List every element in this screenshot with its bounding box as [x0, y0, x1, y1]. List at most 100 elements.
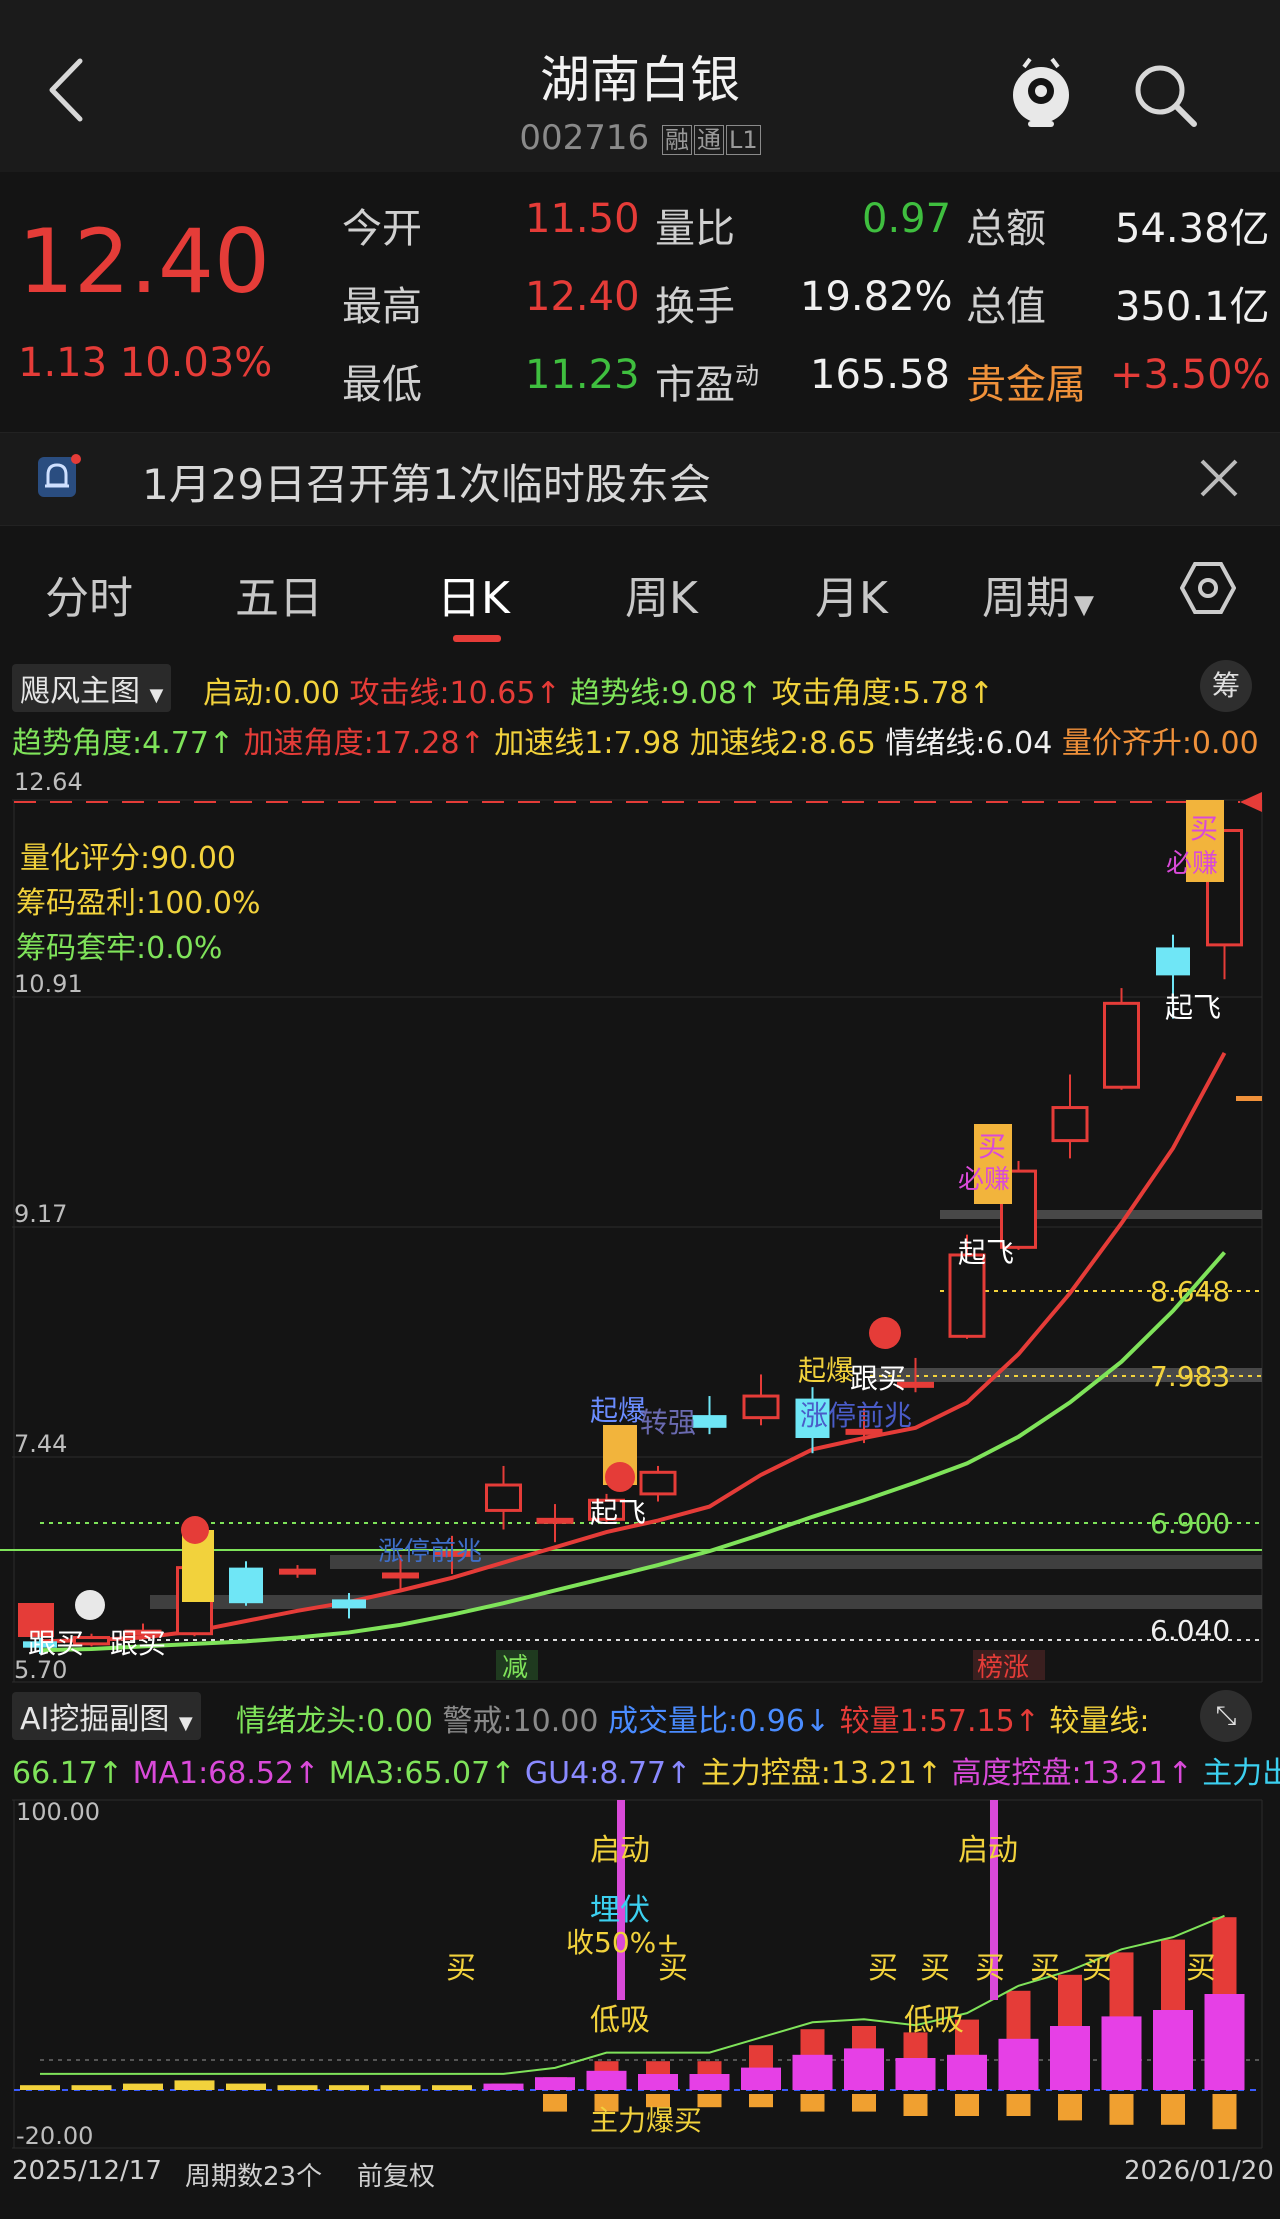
sector-label[interactable]: 贵金属: [966, 362, 1086, 408]
indicator-value: 量价齐升:0.00: [1061, 726, 1259, 761]
candle: [948, 1234, 986, 1339]
tab-weekly-k[interactable]: 周K: [625, 573, 698, 624]
negative-bar: [1058, 2094, 1082, 2121]
search-icon[interactable]: [1130, 60, 1200, 130]
candle-body: [124, 1629, 162, 1636]
candle: [897, 1357, 934, 1393]
negative-bar: [1212, 2094, 1237, 2130]
stock-name: 湖南白银: [540, 51, 740, 109]
resistance-band: [940, 1210, 1262, 1219]
must-win-text: 必赚: [1166, 849, 1218, 879]
kline-chart[interactable]: 12.64 10.91 9.17 7.44 5.70 量化评分:90.00 筹码…: [0, 760, 1280, 1690]
mktcap-label: 总值: [966, 284, 1046, 330]
candle-body: [1000, 1169, 1037, 1249]
open-value: 11.50: [525, 196, 640, 242]
negative-bar: [800, 2094, 825, 2112]
tab-daily-k[interactable]: 日K: [437, 573, 510, 624]
chart-grid: [12, 799, 1263, 1683]
indicator-value: 较量1:57.15↑: [839, 1704, 1040, 1739]
caret-down-icon: ▼: [1074, 590, 1094, 620]
connect-tag: 通: [693, 124, 724, 155]
signal-annotations: 买 必赚 起飞 买 必赚 起飞 跟买 起爆 涨停前兆 起爆 转强 起飞 涨停前兆…: [18, 800, 1224, 1683]
tab-monthly-k[interactable]: 月K: [815, 573, 888, 624]
y-tick: -20.00: [16, 2122, 93, 2150]
control-bar: [483, 2083, 524, 2090]
amount-label: 总额: [966, 206, 1046, 252]
control-bar: [638, 2074, 678, 2090]
high-label: 最高: [342, 284, 422, 330]
low-label: 最低: [342, 362, 422, 408]
control-bar: [123, 2083, 163, 2090]
sub-indicator-chart[interactable]: 100.00 -20.00 启动 启动 埋伏 收50%+ 低吸 低吸 主力爆买 …: [0, 1790, 1280, 2160]
control-bar: [998, 2038, 1039, 2090]
caret-down-icon: ▼: [149, 685, 164, 706]
indicator-value: 加速线1:7.98: [494, 726, 681, 761]
tab-five-day[interactable]: 五日: [235, 573, 323, 624]
ambush-label: 埋伏: [590, 1893, 650, 1928]
candle: [1156, 934, 1190, 1019]
candle: [485, 1465, 522, 1530]
gain-label: 收50%+: [566, 1926, 680, 1959]
chip-distribution-button[interactable]: 筹: [1200, 660, 1252, 712]
indicator-value: 成交量比:0.96↓: [608, 1704, 831, 1739]
vol-ratio-value: 0.97: [862, 196, 952, 242]
footer-adjust-mode[interactable]: 前复权: [357, 2162, 436, 2192]
notice-bar[interactable]: 1月29日召开第1次临时股东会: [0, 432, 1280, 526]
limit-up-badge: [605, 1462, 635, 1492]
indicator-value: GU4:8.77↑: [524, 1756, 692, 1791]
indicator-value: 攻击角度:5.78↑: [771, 676, 994, 711]
candle-body: [229, 1567, 263, 1604]
back-arrow-icon[interactable]: [44, 55, 88, 125]
ranking-tag: 榜涨: [977, 1653, 1029, 1683]
quant-score: 量化评分:90.00: [20, 841, 236, 876]
footer-end-date: 2026/01/20: [1124, 2156, 1274, 2186]
attack-line: [39, 1051, 1227, 1644]
expand-icon[interactable]: ⤡: [1200, 1690, 1252, 1742]
amount-value: 54.38亿: [1115, 206, 1270, 252]
vol-ratio-label: 量比: [655, 206, 735, 252]
chip-profit: 筹码盈利:100.0%: [16, 886, 261, 921]
burst-signal: 起爆: [798, 1354, 854, 1387]
takeoff-signal: 起飞: [958, 1236, 1014, 1269]
indicator-value: 攻击线:10.65↑: [349, 676, 561, 711]
candle: [229, 1561, 263, 1606]
candle: [742, 1374, 780, 1426]
y-tick: 10.91: [14, 970, 83, 998]
last-price: 12.40: [18, 210, 270, 313]
support-band: [330, 1555, 1262, 1569]
pe-label: 市盈动: [655, 361, 759, 408]
tab-intraday[interactable]: 分时: [45, 573, 133, 624]
notice-text[interactable]: 1月29日召开第1次临时股东会: [142, 460, 711, 509]
mascot-icon[interactable]: [1010, 55, 1072, 130]
candle-body: [795, 1398, 830, 1438]
candle-body: [742, 1394, 780, 1420]
candle-body: [485, 1483, 522, 1512]
tab-period[interactable]: 周期 ▼: [982, 573, 1094, 624]
control-bar: [71, 2085, 112, 2090]
control-bar: [1050, 2026, 1090, 2090]
candle-body: [332, 1599, 366, 1609]
candle: [536, 1504, 574, 1543]
header-bar: 湖南白银 002716 融通 L1: [0, 0, 1280, 172]
price-change-row: 1.13 10.03%: [18, 340, 272, 386]
candle-body: [382, 1572, 419, 1579]
control-bar: [380, 2085, 421, 2090]
control-bar: [741, 2067, 781, 2090]
control-bar: [432, 2085, 472, 2090]
buy-label: 买: [658, 1951, 688, 1986]
sub-indicator-select[interactable]: AI挖掘副图 ▼: [12, 1692, 201, 1740]
candle-body: [1051, 1106, 1089, 1143]
level-label: 6.040: [1150, 1614, 1230, 1647]
negative-bar: [1109, 2094, 1134, 2125]
resistance-band: [870, 1368, 1262, 1382]
negative-bar: [646, 2094, 670, 2108]
indicator-value: 高度控盘:13.21↑: [951, 1756, 1193, 1791]
main-buy-label: 主力爆买: [590, 2104, 702, 2137]
main-indicator-select[interactable]: 飓风主图 ▼: [12, 664, 172, 712]
caret-down-icon: ▼: [178, 1713, 193, 1734]
indicator-value: 情绪龙头:0.00: [236, 1704, 433, 1739]
buy-label: 买: [1030, 1951, 1060, 1986]
settings-hexagon-icon[interactable]: [1179, 560, 1237, 620]
close-icon[interactable]: [1196, 455, 1242, 501]
indicator-value: MA3:65.07↑: [328, 1756, 516, 1791]
